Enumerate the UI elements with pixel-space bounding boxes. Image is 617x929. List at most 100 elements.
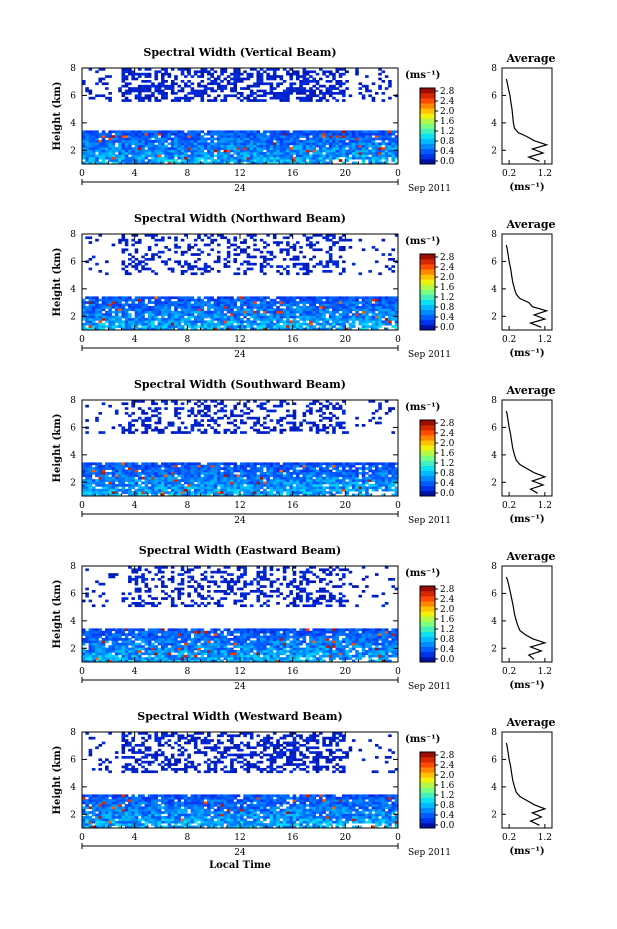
heatmap-cell <box>253 298 257 302</box>
heatmap-cell <box>200 94 205 98</box>
heatmap-cell <box>236 402 241 406</box>
heatmap-cell <box>82 474 86 478</box>
heatmap-cell <box>91 154 96 158</box>
heatmap-cell <box>263 147 267 150</box>
heatmap-cell <box>342 92 346 95</box>
heatmap-cell <box>121 303 126 307</box>
heatmap-cell <box>279 147 284 150</box>
heatmap-cell <box>170 154 175 158</box>
heatmap-cell <box>154 479 159 482</box>
colorbar-tick-label: 2.0 <box>440 273 455 283</box>
heatmap-cell <box>342 137 346 141</box>
heatmap-cell <box>101 484 106 487</box>
heatmap-cell <box>322 72 326 76</box>
heatmap-cell <box>259 322 264 326</box>
heatmap-cell <box>361 152 366 155</box>
heatmap-cell <box>180 486 185 490</box>
heatmap-cell <box>213 159 218 162</box>
heatmap-cell <box>299 156 303 160</box>
heatmap-cell <box>197 152 201 155</box>
heatmap-cell <box>216 137 221 141</box>
heatmap-cell <box>361 248 366 252</box>
heatmap-cell <box>269 82 274 86</box>
heatmap-cell <box>279 250 284 254</box>
heatmap-cell <box>137 130 142 134</box>
heatmap-cell <box>164 310 168 314</box>
heatmap-cell <box>256 140 261 143</box>
heatmap-cell <box>309 241 313 244</box>
heatmap-cell <box>256 147 261 150</box>
heatmap-cell <box>302 315 307 319</box>
heatmap-cell <box>161 84 165 88</box>
heatmap-cell <box>170 270 175 273</box>
heatmap-cell <box>203 142 208 146</box>
heatmap-cell <box>368 310 372 314</box>
heatmap-cell <box>88 135 93 138</box>
heatmap-cell <box>342 486 346 490</box>
heatmap-cell <box>164 94 168 98</box>
heatmap-cell <box>233 238 238 242</box>
heatmap-cell <box>210 68 214 71</box>
heatmap-cell <box>302 140 307 143</box>
heatmap-cell <box>200 493 205 497</box>
heatmap-cell <box>177 96 182 100</box>
heatmap-cell <box>207 154 211 158</box>
heatmap-cell <box>154 301 159 304</box>
heatmap-cell <box>147 407 152 410</box>
heatmap-cell <box>328 161 333 165</box>
heatmap-cell <box>295 255 300 259</box>
heatmap-cell <box>374 325 379 328</box>
heatmap-cell <box>220 400 224 403</box>
heatmap-cell <box>187 322 191 326</box>
heatmap-cell <box>177 144 182 148</box>
heatmap-cell <box>240 474 244 478</box>
heatmap-cell <box>322 313 326 316</box>
heatmap-cell <box>134 89 139 93</box>
heatmap-cell <box>319 322 323 326</box>
heatmap-cell <box>174 488 178 492</box>
colorbar-segment <box>420 108 435 114</box>
heatmap-cell <box>233 318 238 321</box>
heatmap-cell <box>98 298 103 302</box>
heatmap-cell <box>289 135 293 138</box>
heatmap-cell <box>328 260 333 264</box>
heatmap-cell <box>177 412 182 415</box>
heatmap-cell <box>167 322 172 326</box>
heatmap-cell <box>167 236 172 240</box>
heatmap-cell <box>230 486 234 490</box>
heatmap-cell <box>111 306 116 309</box>
heatmap-cell <box>85 491 89 494</box>
average-y-tick-label: 8 <box>491 230 497 240</box>
heatmap-cell <box>213 70 218 74</box>
heatmap-cell <box>85 147 89 150</box>
heatmap-cell <box>128 82 132 86</box>
heatmap-cell <box>384 306 389 309</box>
heatmap-cell <box>134 130 139 134</box>
colorbar-tick-label: 0.4 <box>440 313 455 323</box>
heatmap-cell <box>197 84 201 88</box>
heatmap-cell <box>210 426 214 430</box>
heatmap-cell <box>345 313 349 316</box>
heatmap-cell <box>322 236 326 240</box>
average-x-tick-label: 0.2 <box>502 335 516 345</box>
heatmap-cell <box>272 469 277 473</box>
heatmap-cell <box>170 140 175 143</box>
heatmap-cell <box>184 75 188 78</box>
heatmap-cell <box>124 315 129 319</box>
heatmap-cell <box>118 474 122 478</box>
heatmap-cell <box>230 322 234 326</box>
heatmap-cell <box>272 144 277 148</box>
heatmap-cell <box>190 472 195 475</box>
heatmap-cell <box>210 481 214 485</box>
heatmap-cell <box>338 147 343 150</box>
heatmap-cell <box>207 464 211 468</box>
heatmap-cell <box>338 488 343 492</box>
heatmap-cell <box>286 421 290 425</box>
heatmap-cell <box>332 488 336 492</box>
heatmap-cell <box>263 421 267 425</box>
heatmap-cell <box>299 147 303 150</box>
heatmap-cell <box>253 301 257 304</box>
heatmap-cell <box>236 414 241 418</box>
heatmap-cell <box>351 298 356 302</box>
heatmap-cell <box>118 315 122 319</box>
